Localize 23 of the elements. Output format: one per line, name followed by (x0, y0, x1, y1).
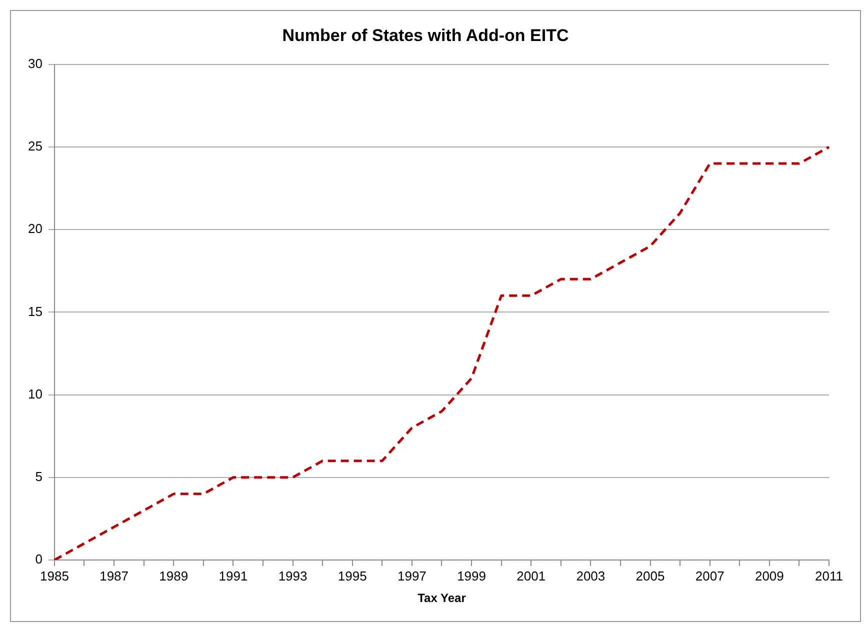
x-axis-title: Tax Year (418, 591, 466, 606)
x-tick-label: 2007 (695, 568, 724, 584)
x-tick-label: 1999 (457, 568, 486, 584)
x-tick-label: 2003 (576, 568, 606, 584)
chart-title: Number of States with Add-on EITC (282, 26, 569, 45)
y-tick-label: 10 (28, 386, 42, 402)
x-tick-label: 2005 (636, 568, 665, 584)
x-tick-label: 1989 (159, 568, 188, 584)
y-tick-label: 5 (35, 468, 42, 484)
x-tick-label: 2001 (516, 568, 546, 584)
y-tick-label: 30 (28, 56, 42, 71)
x-tick-label: 1995 (338, 568, 367, 584)
x-tick-label: 2011 (815, 568, 843, 584)
y-tick-label: 15 (28, 304, 42, 319)
y-tick-label: 25 (28, 138, 42, 154)
x-tick-label: 1987 (100, 568, 128, 584)
x-tick-label: 1997 (397, 568, 426, 584)
y-tick-label: 0 (35, 552, 42, 567)
y-tick-label: 20 (28, 221, 42, 236)
x-tick-label: 1991 (218, 568, 248, 584)
x-tick-label: 2009 (754, 568, 784, 584)
x-tick-label: 1993 (278, 568, 308, 584)
x-tick-label: 1985 (40, 568, 69, 584)
